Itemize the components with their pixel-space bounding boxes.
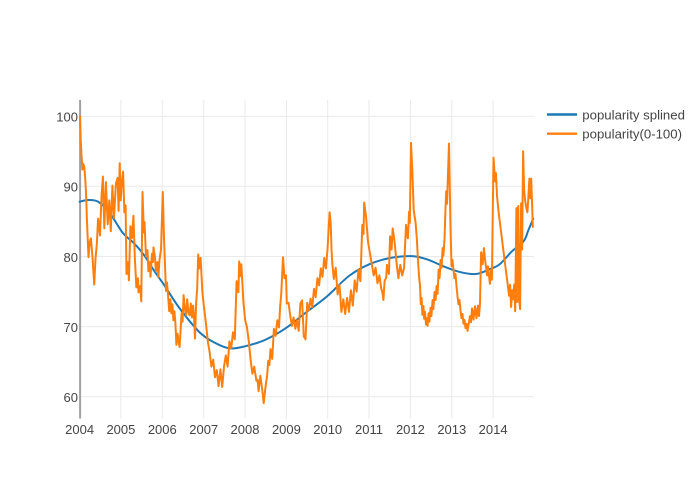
svg-text:2014: 2014: [479, 422, 508, 437]
svg-text:2013: 2013: [437, 422, 466, 437]
svg-text:2012: 2012: [396, 422, 425, 437]
svg-text:2011: 2011: [355, 422, 383, 437]
svg-text:2010: 2010: [313, 422, 342, 437]
svg-text:popularity splined: popularity splined: [582, 107, 685, 122]
svg-text:popularity(0-100): popularity(0-100): [582, 127, 682, 142]
svg-text:60: 60: [64, 390, 78, 405]
svg-text:2008: 2008: [231, 422, 260, 437]
svg-text:2009: 2009: [272, 422, 301, 437]
svg-text:2004: 2004: [65, 422, 94, 437]
svg-text:2006: 2006: [148, 422, 177, 437]
svg-text:90: 90: [64, 180, 78, 195]
svg-text:2007: 2007: [189, 422, 218, 437]
svg-text:80: 80: [64, 250, 78, 265]
svg-text:100: 100: [56, 110, 78, 125]
svg-text:2005: 2005: [106, 422, 135, 437]
svg-text:70: 70: [64, 320, 78, 335]
